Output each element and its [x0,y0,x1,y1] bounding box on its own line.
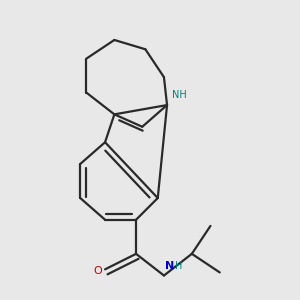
Text: NH: NH [172,90,186,100]
Text: H: H [175,261,182,271]
Text: N: N [166,261,175,271]
Text: O: O [93,266,102,276]
